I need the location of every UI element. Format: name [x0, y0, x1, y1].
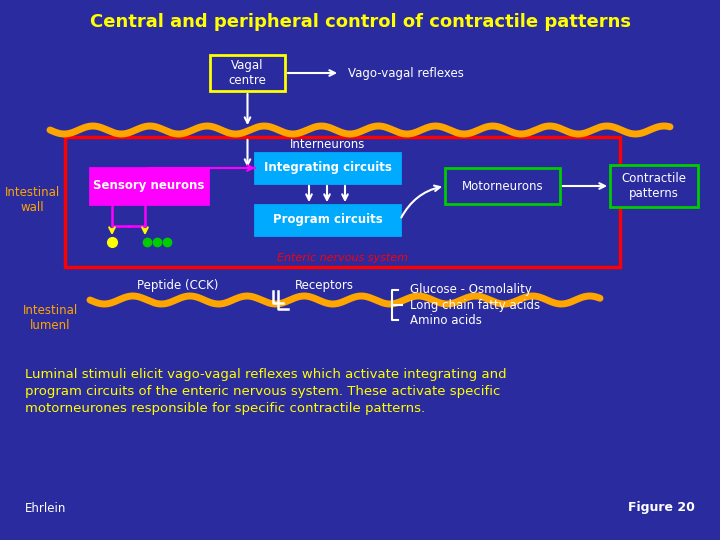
- FancyBboxPatch shape: [210, 55, 285, 91]
- Text: Long chain fatty acids: Long chain fatty acids: [410, 299, 540, 312]
- Text: Amino acids: Amino acids: [410, 314, 482, 327]
- Text: Ehrlein: Ehrlein: [25, 502, 66, 515]
- Text: Glucose - Osmolality: Glucose - Osmolality: [410, 284, 532, 296]
- FancyBboxPatch shape: [65, 137, 620, 267]
- Text: Figure 20: Figure 20: [628, 502, 695, 515]
- Text: Motorneurons: Motorneurons: [462, 179, 544, 192]
- Text: Peptide (CCK): Peptide (CCK): [138, 280, 219, 293]
- Text: Interneurons: Interneurons: [290, 138, 365, 152]
- Text: Vago-vagal reflexes: Vago-vagal reflexes: [348, 66, 464, 79]
- Text: Receptors: Receptors: [295, 280, 354, 293]
- Text: Sensory neurons: Sensory neurons: [94, 179, 204, 192]
- Text: Intestinal
wall: Intestinal wall: [4, 186, 60, 214]
- Text: Central and peripheral control of contractile patterns: Central and peripheral control of contra…: [89, 13, 631, 31]
- Text: Contractile
patterns: Contractile patterns: [621, 172, 686, 200]
- Text: Program circuits: Program circuits: [273, 213, 382, 226]
- Text: Integrating circuits: Integrating circuits: [264, 161, 392, 174]
- FancyBboxPatch shape: [445, 168, 560, 204]
- Text: Intestinal
lumenl: Intestinal lumenl: [22, 304, 78, 332]
- FancyBboxPatch shape: [255, 205, 400, 235]
- FancyBboxPatch shape: [610, 165, 698, 207]
- Text: Luminal stimuli elicit vago-vagal reflexes which activate integrating and
progra: Luminal stimuli elicit vago-vagal reflex…: [25, 368, 507, 415]
- FancyBboxPatch shape: [255, 153, 400, 183]
- Text: Enteric nervous system: Enteric nervous system: [277, 253, 408, 263]
- FancyBboxPatch shape: [90, 168, 208, 204]
- Text: Vagal
centre: Vagal centre: [228, 59, 266, 87]
